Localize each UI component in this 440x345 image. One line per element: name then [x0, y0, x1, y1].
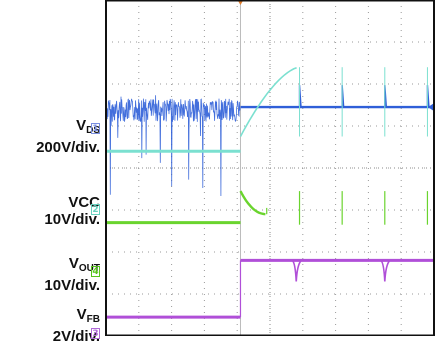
- channel-2-label: VCC 10V/div.: [44, 194, 100, 228]
- traces: [105, 67, 434, 319]
- channel-2-trace-sawtooth: [239, 67, 297, 137]
- channel-4-scale: 10V/div.: [44, 277, 100, 294]
- oscilloscope-screen: [105, 0, 435, 336]
- channel-4-signal: VOUT: [68, 255, 100, 274]
- channel-2-marker: 2: [91, 204, 100, 215]
- channel-4-marker: 4: [91, 266, 100, 277]
- channel-1-scale: 200V/div.: [36, 139, 100, 156]
- channel-1-level-indicator: [428, 103, 434, 112]
- channel-2-scale: 10V/div.: [44, 211, 100, 228]
- channel-3-dip: [380, 259, 391, 282]
- channel-4-trace: [239, 190, 266, 216]
- channel-3-marker: 3: [91, 328, 100, 339]
- channel-1-noise-trace: [105, 95, 241, 197]
- channel-2-signal: VCC: [68, 194, 100, 211]
- channel-1-marker: 1: [91, 123, 100, 134]
- graticule-grid: [106, 0, 434, 336]
- channel-3-signal: VFB: [76, 306, 100, 325]
- channel-3-dip: [291, 259, 302, 282]
- channel-1-label: VDS 200V/div.: [36, 117, 100, 156]
- channel-4-label: VOUT 10V/div.: [44, 255, 100, 294]
- channel-1-signal: VDS: [76, 117, 100, 136]
